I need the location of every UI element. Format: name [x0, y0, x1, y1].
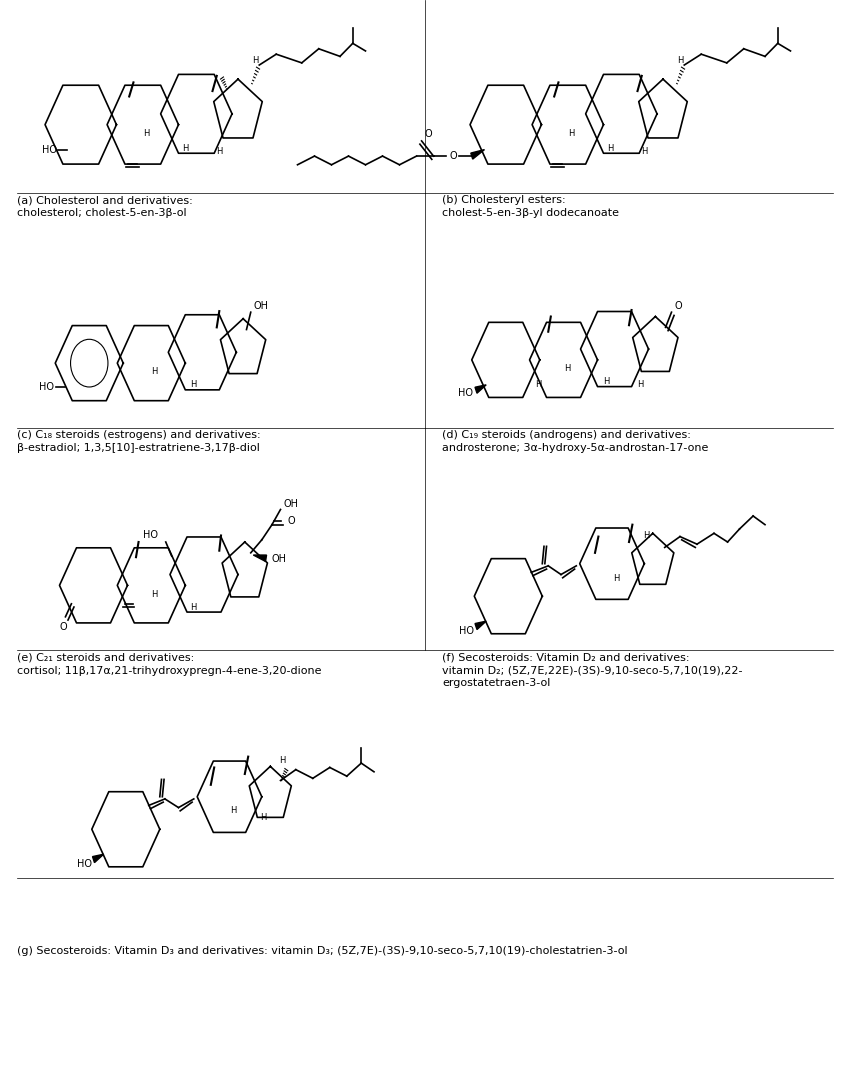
Polygon shape	[253, 555, 267, 562]
Text: O: O	[425, 129, 432, 140]
Text: androsterone; 3α-hydroxy-5α-androstan-17-one: androsterone; 3α-hydroxy-5α-androstan-17…	[442, 443, 708, 453]
Text: H: H	[641, 147, 648, 156]
Text: O: O	[60, 621, 66, 632]
Text: H: H	[613, 575, 620, 583]
Text: cholesterol; cholest-5-en-3β-ol: cholesterol; cholest-5-en-3β-ol	[17, 208, 187, 218]
Polygon shape	[93, 854, 104, 863]
Text: HO: HO	[458, 388, 473, 399]
Text: (f) Secosteroids: Vitamin D₂ and derivatives:: (f) Secosteroids: Vitamin D₂ and derivat…	[442, 653, 689, 662]
Text: H: H	[603, 377, 609, 386]
Text: cholest-5-en-3β-yl dodecanoate: cholest-5-en-3β-yl dodecanoate	[442, 208, 619, 218]
Polygon shape	[475, 385, 486, 393]
Text: (g) Secosteroids: Vitamin D₃ and derivatives: vitamin D₃; (5Z,7E)-(3S)-9,10-seco: (g) Secosteroids: Vitamin D₃ and derivat…	[17, 946, 627, 956]
Text: ergostatetraen-3-ol: ergostatetraen-3-ol	[442, 678, 551, 687]
Text: (c) C₁₈ steroids (estrogens) and derivatives:: (c) C₁₈ steroids (estrogens) and derivat…	[17, 430, 261, 440]
Text: H: H	[279, 757, 286, 765]
Text: β-estradiol; 1,3,5[10]-estratriene-3,17β-diol: β-estradiol; 1,3,5[10]-estratriene-3,17β…	[17, 443, 260, 453]
Text: H: H	[564, 364, 570, 373]
Text: HO: HO	[76, 859, 92, 869]
Text: cortisol; 11β,17α,21-trihydroxypregn-4-ene-3,20-dione: cortisol; 11β,17α,21-trihydroxypregn-4-e…	[17, 666, 321, 675]
Text: HO: HO	[459, 625, 474, 636]
Text: H: H	[568, 129, 575, 138]
Text: H: H	[260, 813, 267, 822]
Text: (b) Cholesteryl esters:: (b) Cholesteryl esters:	[442, 195, 565, 205]
Text: H: H	[190, 603, 197, 611]
Text: vitamin D₂; (5Z,7E,22E)-(3S)-9,10-seco-5,7,10(19),22-: vitamin D₂; (5Z,7E,22E)-(3S)-9,10-seco-5…	[442, 666, 743, 675]
Text: H: H	[230, 806, 237, 815]
Polygon shape	[471, 150, 484, 159]
Text: O: O	[287, 516, 295, 527]
Text: OH: OH	[283, 499, 298, 509]
Text: H: H	[607, 144, 614, 153]
Text: H: H	[182, 144, 189, 153]
Text: HO: HO	[39, 382, 54, 392]
Text: H: H	[151, 367, 158, 376]
Text: H: H	[535, 380, 541, 389]
Text: H: H	[643, 531, 649, 540]
Text: H: H	[143, 129, 150, 138]
Polygon shape	[475, 621, 486, 630]
Text: OH: OH	[253, 300, 269, 311]
Text: H: H	[637, 380, 643, 389]
Text: HO: HO	[42, 144, 57, 155]
Text: O: O	[450, 151, 456, 162]
Text: O: O	[674, 300, 682, 311]
Text: H: H	[677, 56, 683, 65]
Text: (d) C₁₉ steroids (androgens) and derivatives:: (d) C₁₉ steroids (androgens) and derivat…	[442, 430, 691, 440]
Text: H: H	[252, 56, 258, 65]
Text: OH: OH	[272, 554, 287, 565]
Text: H: H	[216, 147, 223, 156]
Text: H: H	[151, 590, 158, 598]
Text: (e) C₂₁ steroids and derivatives:: (e) C₂₁ steroids and derivatives:	[17, 653, 195, 662]
Text: (a) Cholesterol and derivatives:: (a) Cholesterol and derivatives:	[17, 195, 193, 205]
Text: H: H	[190, 380, 197, 389]
Text: HO: HO	[143, 530, 158, 541]
